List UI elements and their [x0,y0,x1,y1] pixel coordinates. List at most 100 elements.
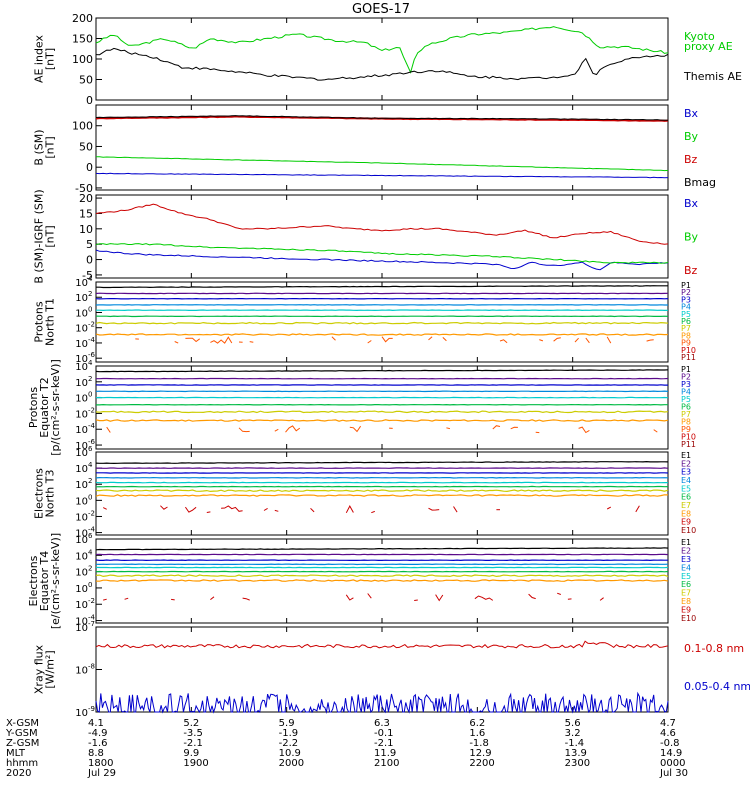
y-axis-label-e_t4: Equator T4 [38,551,51,611]
panel-ae [95,17,669,101]
ephemeris-row-label: hhmm [6,758,38,769]
panel-p_t1 [95,281,669,363]
y-tick-exponent-p_t1: -2 [88,321,95,329]
series-e_t3-e1 [95,460,669,465]
series-e_t3-e9 [310,507,315,513]
series-p_t2-p9 [578,426,590,434]
legend-e3: E3 [681,468,691,477]
panel-e_t3 [95,451,669,536]
series-p_t2-p9 [106,426,111,433]
y-axis-label-xray: [W/m²] [44,650,57,688]
y-tick-exponent-xray: -8 [88,663,95,671]
legend-e7: E7 [681,589,691,598]
series-bdiff-bz [95,203,669,245]
y-tick-label-e_t3: 10 [75,529,88,540]
y-tick-label-b: 0 [86,161,93,174]
series-p_t1-p7 [95,321,669,325]
series-p_t1-p9 [442,337,447,342]
series-p_t2-p9 [274,428,279,432]
series-p_t1-p9 [249,341,254,343]
ephemeris-value: -3.5 [183,728,203,739]
y-tick-exponent-p_t1: 4 [88,275,93,283]
series-e_t3-e9 [160,505,168,510]
series-e_t4-e9 [528,593,536,600]
series-e_t3-e7 [95,489,669,493]
series-p_t1-p9 [331,336,336,341]
y-tick-label-p_t2: 10 [75,441,88,452]
panel-frame-ae [95,17,669,101]
legend-p10: P10 [681,433,696,442]
series-e_t3-e8 [95,494,669,497]
panel-frame-bdiff [95,194,669,279]
series-e_t4-e9 [599,597,604,601]
y-tick-label-e_t4: 10 [75,535,88,546]
ephemeris-value: 6.2 [469,718,485,729]
y-tick-label-b: 100 [72,120,93,133]
series-p_t1-p9 [646,339,654,342]
legend-0-05-0-4-nm: 0.05-0.4 nm [684,680,750,693]
panel-b [95,104,669,191]
series-e_t3-e9 [635,505,640,513]
legend-p5: P5 [681,310,691,319]
ephemeris-row-label: Z-GSM [6,738,39,749]
series-e_t3-e9 [274,509,279,512]
ephemeris-row-label: MLT [6,748,26,759]
ephemeris-value: 6.3 [374,718,390,729]
y-tick-label-p_t2: 10 [75,425,88,436]
legend-e1: E1 [681,451,691,460]
y-tick-exponent-p_t2: -2 [88,406,95,414]
series-p_t1-p9 [585,337,590,344]
y-tick-exponent-e_t4: 2 [88,565,92,573]
series-e_t4-e9 [171,598,175,601]
y-tick-label-e_t3: 10 [75,480,88,491]
series-e_t3-e9 [221,505,243,512]
y-axis-label-ae: AE index [33,34,46,83]
legend-p9: P9 [681,339,691,348]
series-e_t4-e9 [557,592,561,595]
y-tick-exponent-e_t3: -2 [88,509,95,517]
ephemeris-value: 1.6 [469,728,485,739]
ephemeris-value: -1.4 [565,738,585,749]
y-tick-label-e_t3: 10 [75,448,88,459]
series-bdiff-by [95,243,669,264]
legend-e7: E7 [681,501,691,510]
legend-e6: E6 [681,493,691,502]
ephemeris-value: 4.7 [660,718,676,729]
y-tick-label-ae: 50 [79,74,93,87]
series-e_t4-e9 [474,595,494,601]
y-tick-label-p_t1: 10 [75,339,88,350]
legend-e4: E4 [681,563,691,572]
panel-xray [95,626,669,714]
y-tick-exponent-p_t1: -4 [88,336,96,344]
series-e_t3-e9 [428,507,440,511]
ephemeris-value: 3.2 [565,728,581,739]
series-p_t2-p8 [95,419,669,422]
legend-by: By [684,231,699,244]
series-p_t2-p9 [510,426,518,430]
legend-p2: P2 [681,373,691,382]
ephemeris-value: -4.9 [88,728,108,739]
y-tick-label-xray: 10 [75,708,88,719]
y-tick-exponent-p_t2: -4 [88,422,96,430]
y-tick-label-ae: 100 [72,53,93,66]
y-tick-label-e_t3: 10 [75,464,88,475]
legend-p3: P3 [681,380,691,389]
series-p_t2-p9 [653,429,658,433]
y-tick-label-p_t2: 10 [75,394,88,405]
ephemeris-value: 2100 [374,758,399,769]
series-xray-0-1-0-8-nm [95,640,669,649]
legend-e8: E8 [681,509,691,518]
series-p_t1-p1 [96,285,668,289]
series-e_t4-e7 [95,574,669,578]
legend-bx: Bx [684,107,699,120]
ephemeris-value: 5.2 [183,718,199,729]
series-e_t4-e9 [435,594,444,602]
y-tick-label-e_t4: 10 [75,568,88,579]
y-tick-label-ae: 0 [86,94,93,107]
series-p_t1-p9 [499,339,508,344]
legend-p4: P4 [681,388,691,397]
legend-p7: P7 [681,410,691,419]
ephemeris-value: -0.1 [374,728,394,739]
series-e_t3-e9 [345,505,354,514]
legend-p11: P11 [681,440,696,449]
